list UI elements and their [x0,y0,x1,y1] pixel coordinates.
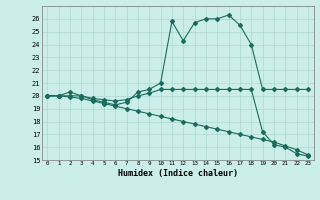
X-axis label: Humidex (Indice chaleur): Humidex (Indice chaleur) [118,169,237,178]
